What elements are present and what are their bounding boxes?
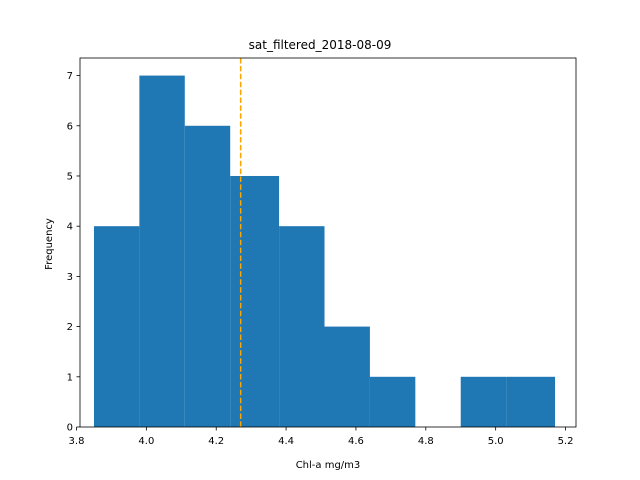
y-tick-label-6: 6 <box>67 121 73 132</box>
histogram-bar-0 <box>93 226 140 427</box>
x-tick-label-5: 4.8 <box>418 436 434 447</box>
histogram-bar-1 <box>139 75 185 428</box>
x-tick-label-1: 4.0 <box>138 436 154 447</box>
histogram-bar-3 <box>230 175 280 427</box>
axes-frame <box>79 57 577 428</box>
y-axis-ticks: 0 1 2 3 4 5 6 7 <box>67 71 80 434</box>
x-tick-label-2: 4.2 <box>208 436 224 447</box>
x-tick-label-4: 4.6 <box>348 436 364 447</box>
histogram-bar-5 <box>324 326 370 427</box>
y-tick-label-3: 3 <box>67 272 73 283</box>
histogram-bar-2 <box>184 125 231 427</box>
y-tick-label-1: 1 <box>67 372 73 383</box>
x-tick-label-3: 4.4 <box>278 436 294 447</box>
histogram-bar-4 <box>279 226 325 427</box>
y-tick-label-7: 7 <box>67 71 73 82</box>
x-tick-label-6: 5.0 <box>488 436 504 447</box>
y-axis-label: Frequency <box>44 218 55 270</box>
y-tick-label-0: 0 <box>67 423 73 434</box>
histogram-bar-9 <box>506 376 556 427</box>
x-axis-label: Chl-a mg/m3 <box>296 460 361 471</box>
x-tick-label-7: 5.2 <box>558 436 574 447</box>
histogram-bar-8 <box>460 376 507 427</box>
bars-group <box>93 75 556 428</box>
x-tick-label-0: 3.8 <box>69 436 85 447</box>
x-axis-ticks: 3.8 4.0 4.2 4.4 4.6 4.8 5.0 5.2 <box>69 427 574 447</box>
chart-title: sat_filtered_2018-08-09 <box>249 38 392 52</box>
y-tick-label-2: 2 <box>67 322 73 333</box>
y-tick-label-5: 5 <box>67 171 73 182</box>
histogram-bar-6 <box>369 376 416 427</box>
y-tick-label-4: 4 <box>67 222 73 233</box>
